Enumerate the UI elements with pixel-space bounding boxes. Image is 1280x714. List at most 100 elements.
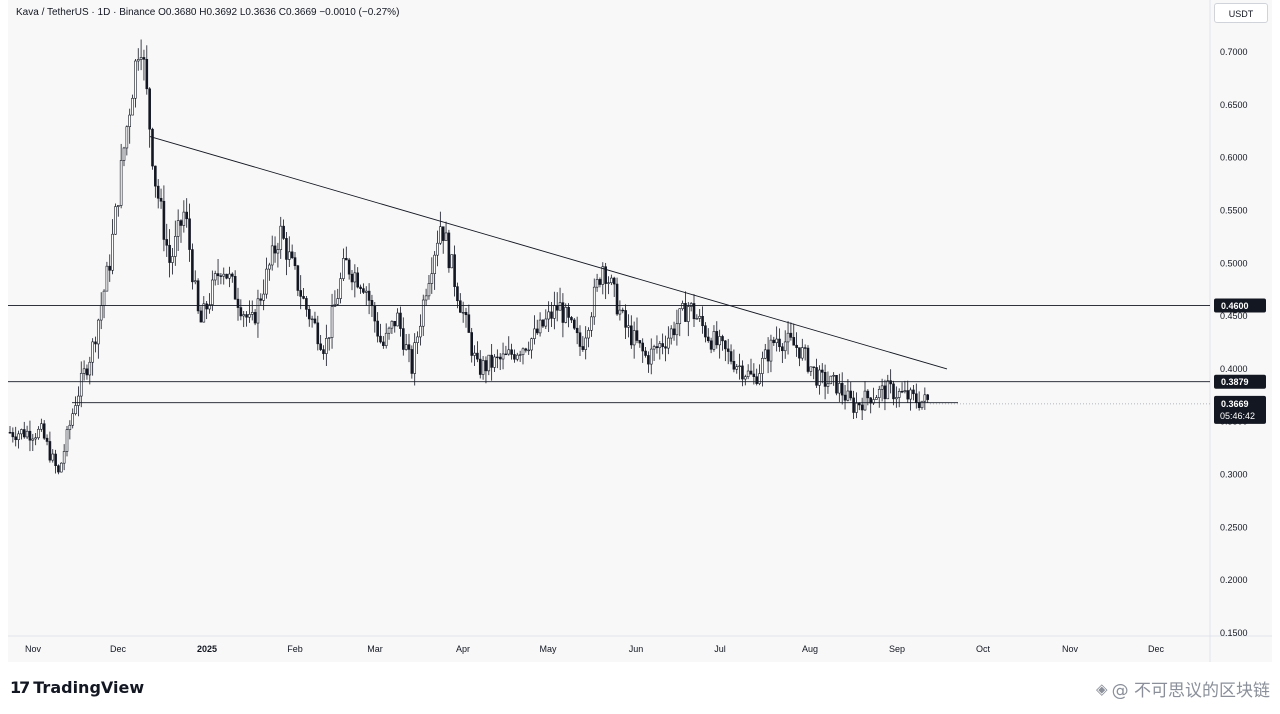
x-tick-label: Dec: [110, 644, 127, 654]
candle: [213, 270, 217, 286]
candle: [182, 200, 186, 233]
candle: [530, 337, 533, 359]
candle: [222, 267, 226, 285]
candle: [692, 294, 696, 327]
candle: [610, 274, 613, 286]
candle: [638, 340, 642, 348]
candle: [40, 418, 43, 432]
chart-area[interactable]: [8, 0, 1272, 662]
candle: [775, 326, 778, 352]
candle: [245, 311, 248, 327]
candle: [843, 385, 847, 410]
trend-line[interactable]: [149, 136, 948, 370]
candle: [88, 356, 92, 385]
candle: [561, 293, 565, 338]
candle: [481, 355, 485, 380]
candle: [800, 338, 804, 361]
candle: [684, 291, 687, 322]
candle: [846, 379, 850, 402]
candle: [726, 338, 730, 365]
candle: [256, 289, 260, 338]
candle: [239, 299, 243, 321]
candle: [467, 304, 471, 333]
candle: [704, 322, 707, 343]
level-label-bg: [1214, 374, 1266, 389]
level-label-bg: [1214, 298, 1266, 313]
candle: [877, 385, 881, 408]
candle: [809, 366, 813, 377]
candle: [564, 303, 568, 324]
x-tick-label: Mar: [367, 644, 383, 654]
candle: [436, 230, 439, 267]
y-tick-label: 0.7000: [1220, 47, 1248, 57]
y-tick-label: 0.2500: [1220, 522, 1248, 532]
candle: [68, 420, 72, 440]
candle: [607, 276, 610, 295]
candle: [344, 246, 348, 261]
candle: [401, 317, 405, 356]
candle: [376, 312, 379, 343]
candle: [612, 276, 616, 297]
candle: [322, 345, 325, 360]
candle: [735, 364, 739, 374]
candle: [77, 386, 80, 417]
candle: [71, 408, 74, 429]
currency-selector[interactable]: USDT: [1214, 3, 1268, 23]
candle: [575, 316, 579, 345]
candle: [191, 243, 194, 290]
candle: [333, 290, 337, 307]
candle: [849, 381, 853, 401]
candle: [384, 323, 388, 349]
x-tick-label: Apr: [456, 644, 470, 654]
candle: [803, 344, 807, 361]
candle: [923, 387, 927, 410]
candle: [419, 314, 422, 346]
candle: [270, 235, 274, 271]
candle: [31, 433, 35, 452]
candle: [131, 94, 134, 116]
candle: [228, 266, 231, 288]
candle: [14, 426, 17, 447]
candle: [458, 293, 462, 313]
candle: [22, 421, 26, 439]
candle: [647, 351, 650, 373]
candle: [125, 125, 129, 156]
candle: [57, 464, 60, 475]
candle: [196, 278, 200, 314]
candle: [193, 270, 197, 285]
candle: [578, 325, 582, 356]
x-tick-label: Feb: [287, 644, 303, 654]
candle: [444, 221, 448, 241]
candle: [567, 303, 570, 328]
tradingview-logo[interactable]: 17 TradingView: [10, 678, 144, 697]
candle: [439, 211, 442, 245]
candle: [658, 340, 662, 360]
candle: [393, 320, 397, 333]
price-chart[interactable]: 0.7000 0.6500 0.6000 0.5500 0.5000 0.4500 0.40…: [0, 0, 1280, 662]
candle: [535, 319, 539, 336]
candle: [199, 306, 203, 323]
candle: [225, 273, 228, 280]
candle: [45, 434, 49, 446]
candle: [518, 350, 522, 362]
candle: [8, 425, 12, 434]
candle: [342, 248, 345, 281]
last-price-label-bg: [1214, 395, 1266, 424]
candle: [581, 336, 585, 352]
y-tick-label: 0.6500: [1220, 100, 1248, 110]
candle: [188, 203, 191, 262]
candle: [347, 257, 351, 280]
candle: [686, 302, 690, 337]
candle: [265, 257, 268, 299]
last-price-label: 0.3669: [1221, 399, 1249, 409]
x-tick-label: Jun: [629, 644, 644, 654]
candle: [792, 323, 796, 346]
y-tick-label: 0.5500: [1220, 205, 1248, 215]
candle: [632, 321, 636, 359]
candle: [826, 371, 830, 394]
candle: [649, 338, 653, 375]
candle: [216, 259, 220, 286]
candle: [783, 330, 787, 359]
candle: [644, 347, 647, 358]
candle: [208, 293, 211, 314]
